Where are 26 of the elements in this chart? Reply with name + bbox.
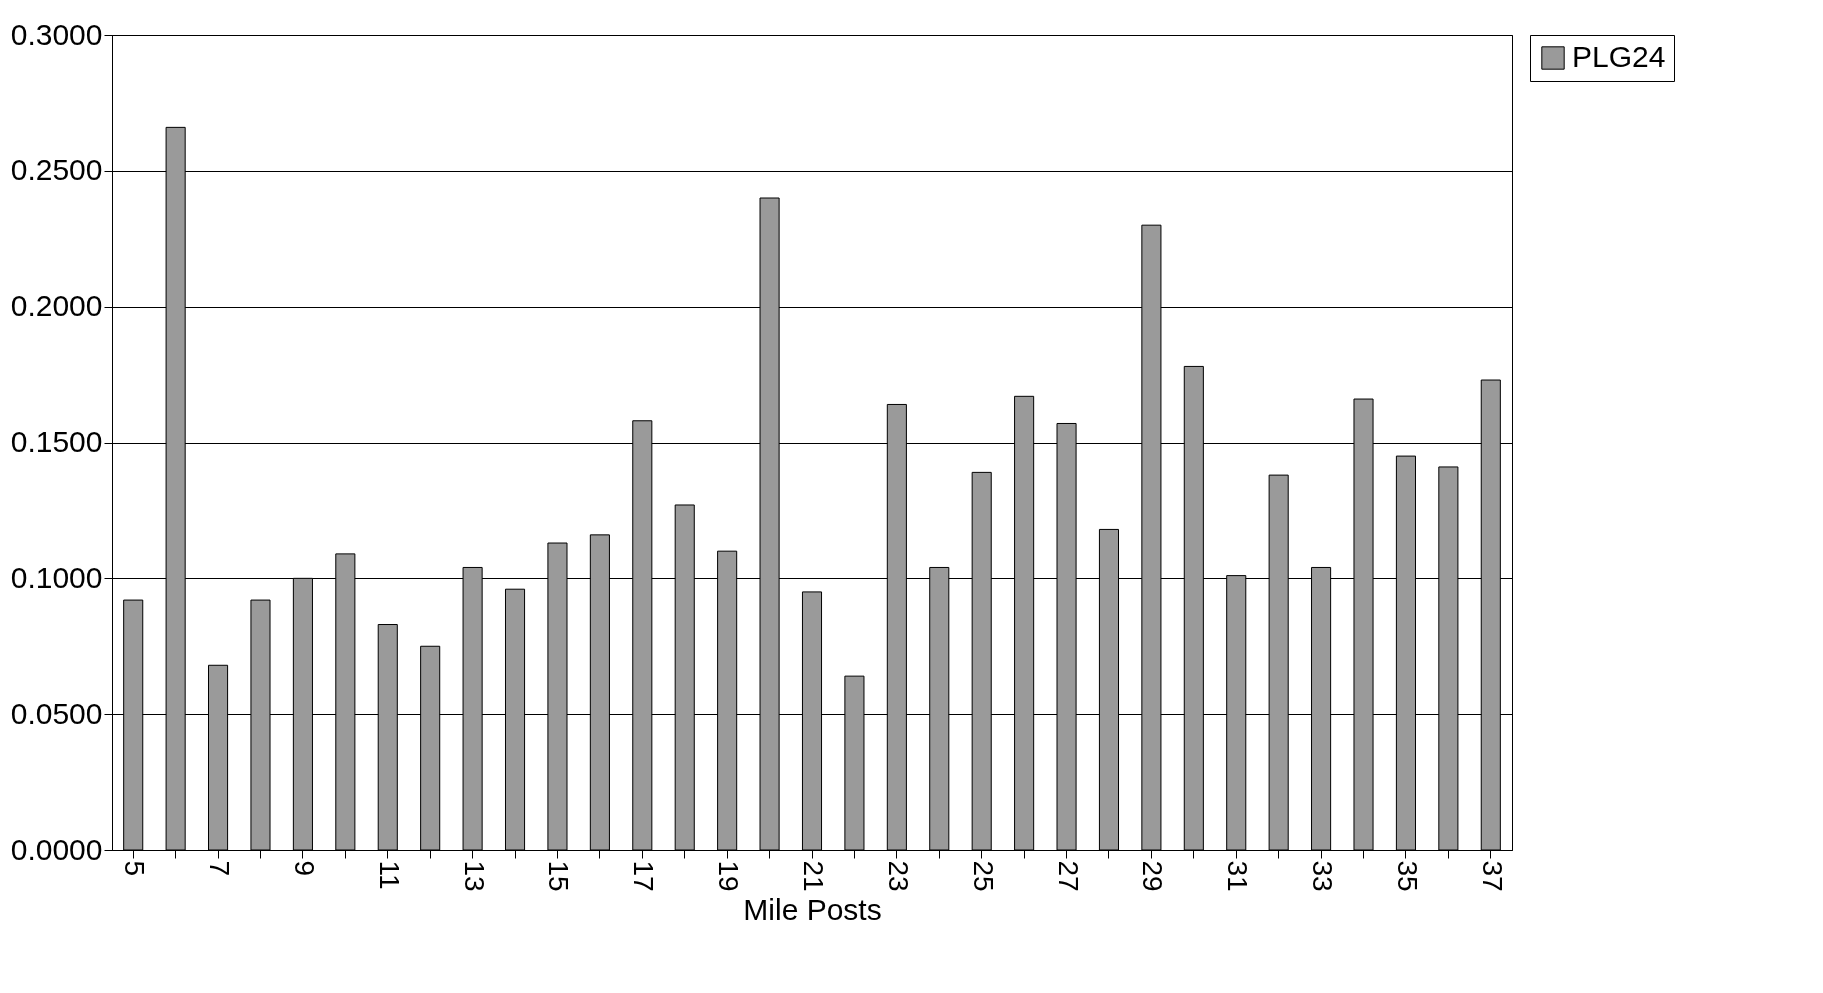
x-tick-label: 9: [288, 860, 320, 877]
y-tick-label: 0.2000: [10, 289, 103, 323]
x-tick-label: 25: [967, 860, 999, 892]
y-tick-label: 0.1000: [10, 560, 103, 594]
x-tick-label: 15: [543, 860, 575, 892]
y-tick-label: 0.1500: [10, 425, 103, 458]
y-tick-label: 0.0500: [10, 696, 103, 730]
x-tick-label: 23: [882, 860, 914, 892]
x-tick-label: 19: [713, 860, 745, 892]
x-tick-label: 21: [798, 860, 829, 892]
x-tick-label: 33: [1307, 860, 1339, 892]
y-tick-label: 0.2500: [10, 153, 103, 187]
x-tick-label: 13: [458, 860, 490, 892]
x-tick-label: 11: [373, 860, 405, 890]
x-tick-label: 7: [204, 860, 236, 877]
x-tick-label: 17: [628, 860, 660, 892]
x-tick-label: 27: [1052, 860, 1084, 892]
x-tick-label: 35: [1391, 860, 1423, 892]
x-axis-title: Mile Posts: [743, 892, 882, 926]
legend-label: PLG24: [1572, 40, 1666, 73]
x-tick-label: 5: [119, 860, 151, 877]
y-tick-label: 0.3000: [10, 17, 103, 51]
x-tick-label: 37: [1476, 860, 1508, 892]
x-tick-label: 29: [1137, 860, 1169, 892]
y-tick-label: 0.0000: [10, 832, 103, 866]
x-tick-label: 31: [1222, 860, 1254, 892]
